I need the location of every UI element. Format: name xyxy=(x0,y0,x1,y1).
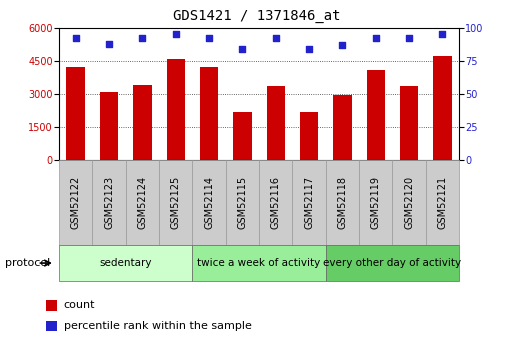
Point xyxy=(205,36,213,41)
Text: percentile rank within the sample: percentile rank within the sample xyxy=(64,321,251,331)
Bar xyxy=(167,59,185,160)
Point xyxy=(171,31,180,37)
Text: GSM52120: GSM52120 xyxy=(404,176,414,229)
Text: GSM52123: GSM52123 xyxy=(104,176,114,229)
Bar xyxy=(133,85,151,160)
Bar xyxy=(367,70,385,160)
Text: GDS1421 / 1371846_at: GDS1421 / 1371846_at xyxy=(173,9,340,23)
Text: sedentary: sedentary xyxy=(100,258,152,268)
Point xyxy=(105,41,113,46)
Text: every other day of activity: every other day of activity xyxy=(323,258,462,268)
Bar xyxy=(433,56,451,160)
Text: count: count xyxy=(64,300,95,310)
Point xyxy=(238,46,246,52)
Text: GSM52116: GSM52116 xyxy=(271,176,281,229)
Text: GSM52122: GSM52122 xyxy=(71,176,81,229)
Point xyxy=(405,36,413,41)
Text: GSM52121: GSM52121 xyxy=(438,176,447,229)
Point xyxy=(138,36,146,41)
Bar xyxy=(267,86,285,160)
Point xyxy=(338,42,346,48)
Point xyxy=(371,36,380,41)
Text: twice a week of activity: twice a week of activity xyxy=(198,258,321,268)
Text: GSM52114: GSM52114 xyxy=(204,176,214,229)
Point xyxy=(271,36,280,41)
Bar xyxy=(200,68,218,160)
Text: GSM52117: GSM52117 xyxy=(304,176,314,229)
Text: GSM52124: GSM52124 xyxy=(137,176,147,229)
Bar xyxy=(300,112,318,160)
Bar xyxy=(233,112,251,160)
Bar xyxy=(67,68,85,160)
Point xyxy=(305,46,313,52)
Bar xyxy=(400,86,418,160)
Text: GSM52115: GSM52115 xyxy=(238,176,247,229)
Bar xyxy=(100,92,118,160)
Bar xyxy=(333,95,351,160)
Point xyxy=(438,31,446,37)
Text: protocol: protocol xyxy=(5,258,50,268)
Text: GSM52118: GSM52118 xyxy=(338,176,347,229)
Text: GSM52119: GSM52119 xyxy=(371,176,381,229)
Text: GSM52125: GSM52125 xyxy=(171,176,181,229)
Point xyxy=(71,36,80,41)
